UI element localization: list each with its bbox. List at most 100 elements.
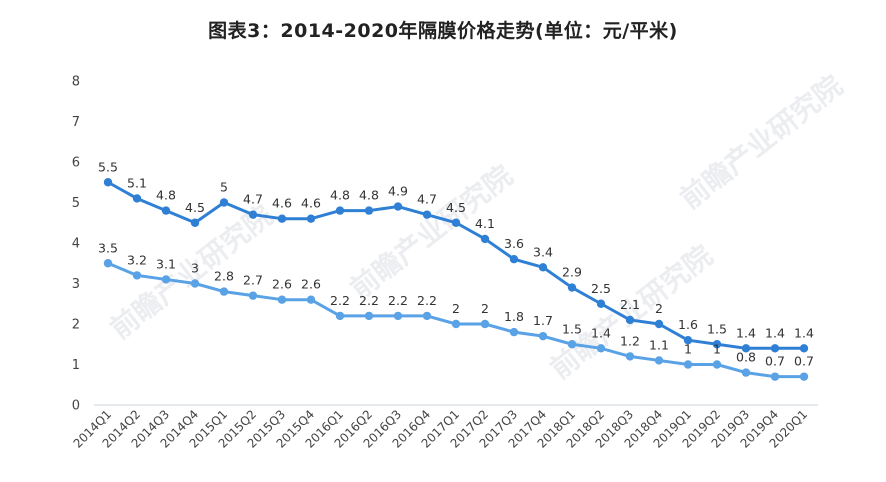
data-label: 2.5: [591, 281, 611, 296]
y-tick-label: 6: [72, 156, 80, 171]
y-tick-label: 2: [72, 318, 80, 333]
y-tick-label: 3: [72, 277, 80, 292]
data-point: [567, 340, 577, 349]
data-point: [509, 255, 519, 264]
data-label: 4.8: [156, 188, 176, 203]
data-label: 4.6: [272, 196, 292, 211]
data-point: [770, 344, 780, 353]
data-label: 1.2: [620, 333, 640, 348]
data-point: [712, 360, 722, 369]
data-point: [683, 360, 693, 369]
watermark-text: 前瞻产业研究院: [674, 69, 849, 216]
data-point: [451, 218, 461, 227]
data-point: [596, 299, 606, 308]
data-label: 2.6: [301, 277, 321, 292]
data-point: [480, 319, 490, 329]
data-point: [741, 344, 751, 353]
data-label: 2.6: [272, 277, 292, 292]
data-point: [451, 319, 461, 329]
data-label: 1.1: [649, 337, 669, 352]
data-label: 1.5: [707, 321, 727, 336]
data-point: [248, 291, 258, 300]
y-tick-label: 1: [72, 358, 80, 373]
data-point: [393, 202, 403, 211]
data-label: 1.7: [533, 313, 553, 328]
y-axis: 0 1 2 3 4 5 6 7 8: [72, 75, 80, 414]
data-point: [422, 210, 432, 219]
data-label: 1.8: [504, 309, 524, 324]
data-label: 3.4: [533, 244, 553, 259]
chart-title: 图表3：2014-2020年隔膜价格走势(单位：元/平米): [208, 20, 678, 42]
data-label: 2.8: [214, 269, 234, 284]
data-point: [219, 198, 229, 207]
data-label: 1: [713, 342, 721, 357]
data-label: 3: [191, 261, 199, 276]
data-label: 4.7: [417, 192, 437, 207]
data-label: 1.4: [736, 325, 756, 340]
data-label: 3.1: [156, 256, 176, 271]
data-label: 1: [684, 342, 692, 357]
data-label: 2.1: [620, 297, 640, 312]
data-label: 4.1: [475, 216, 495, 231]
data-point: [132, 271, 142, 280]
data-point: [277, 214, 287, 223]
y-tick-label: 7: [72, 115, 80, 130]
data-label: 4.5: [185, 200, 205, 215]
data-point: [161, 206, 171, 215]
data-point: [538, 263, 548, 272]
data-label: 1.4: [765, 325, 785, 340]
data-point: [538, 331, 548, 341]
watermark-text: 前瞻产业研究院: [344, 159, 519, 306]
data-label: 2.7: [243, 273, 263, 288]
data-point: [277, 295, 287, 304]
data-point: [364, 311, 374, 321]
data-point: [799, 372, 809, 381]
data-point: [219, 287, 229, 296]
data-point: [509, 327, 519, 337]
data-label: 3.5: [98, 240, 118, 255]
data-point: [712, 340, 722, 349]
data-label: 2: [481, 301, 489, 316]
data-point: [335, 311, 345, 321]
data-label: 2: [655, 301, 663, 316]
data-point: [596, 344, 606, 353]
data-label: 4.8: [330, 188, 350, 203]
data-point: [422, 311, 432, 321]
data-label: 2.2: [359, 293, 379, 308]
y-tick-label: 4: [72, 237, 80, 252]
data-point: [480, 234, 490, 244]
data-label: 5.1: [127, 175, 147, 190]
data-label: 0.8: [736, 350, 756, 365]
series-1: 5.5 5.1 4.8 4.5 5 4.7 4.6 4.6 4.8 4.8 4.9 4.7 4.5 4.1…: [98, 159, 814, 353]
data-label: 2.2: [417, 293, 437, 308]
data-point: [625, 352, 635, 361]
data-point: [741, 368, 751, 377]
data-point: [190, 279, 200, 288]
data-label: 4.5: [446, 200, 466, 215]
data-label: 2.2: [388, 293, 408, 308]
data-label: 4.7: [243, 192, 263, 207]
data-point: [799, 344, 809, 353]
data-point: [770, 372, 780, 381]
x-axis: 2014Q12014Q22014Q32014Q42015Q12015Q22015…: [71, 404, 818, 451]
data-point: [567, 283, 577, 292]
data-label: 5.5: [98, 159, 118, 174]
data-point: [306, 295, 316, 304]
data-point: [625, 315, 635, 325]
data-point: [306, 214, 316, 223]
data-point: [654, 356, 664, 365]
data-label: 2.2: [330, 293, 350, 308]
data-point: [654, 319, 664, 329]
data-point: [103, 178, 113, 187]
series-2: 3.5 3.2 3.1 3 2.8 2.7 2.6 2.6 2.2 2.2 2.2 2.2 2 2 1.8 1…: [98, 240, 814, 381]
data-label: 0.7: [794, 354, 814, 369]
data-point: [364, 206, 374, 215]
data-label: 3.2: [127, 252, 147, 267]
data-label: 4.6: [301, 196, 321, 211]
data-label: 5: [220, 180, 228, 195]
y-tick-label: 5: [72, 196, 80, 211]
data-label: 2: [452, 301, 460, 316]
data-point: [132, 194, 142, 203]
data-label: 1.4: [591, 325, 611, 340]
